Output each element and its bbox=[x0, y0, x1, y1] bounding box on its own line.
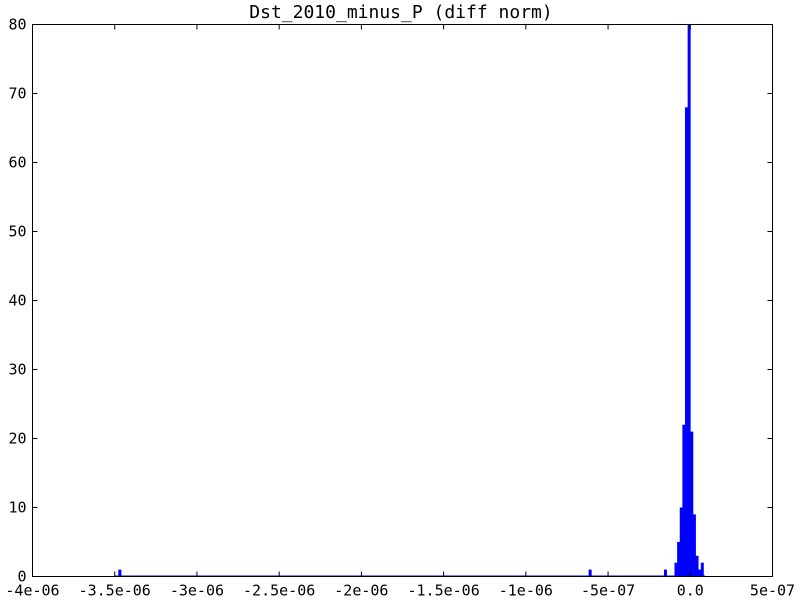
x-tick-label: -1e-06 bbox=[499, 582, 553, 600]
y-tick-label: 50 bbox=[8, 223, 26, 241]
x-tick-label: -4e-06 bbox=[5, 582, 59, 600]
histogram-bar bbox=[695, 555, 699, 577]
y-tick-label: 70 bbox=[8, 85, 26, 103]
x-axis-tick-labels: -4e-06 -3.5e-06 -3e-06 -2.5e-06 -2e-06 -1.5e-… bbox=[5, 582, 795, 600]
y-tick-label: 10 bbox=[8, 499, 26, 517]
histogram-bar bbox=[679, 507, 683, 577]
axis-ticks bbox=[32, 24, 773, 577]
histogram-bar bbox=[118, 569, 122, 577]
histogram-bar bbox=[692, 514, 696, 577]
histogram-bar bbox=[663, 569, 667, 577]
histogram-bars bbox=[118, 24, 704, 577]
x-tick-label: -3e-06 bbox=[170, 582, 224, 600]
chart-title: Dst_2010_minus_P (diff norm) bbox=[249, 2, 552, 23]
histogram-bar bbox=[690, 431, 694, 577]
y-tick-label: 40 bbox=[8, 292, 26, 310]
y-tick-label: 30 bbox=[8, 361, 26, 379]
x-tick-label: -5e-07 bbox=[581, 582, 635, 600]
histogram-bar bbox=[682, 424, 686, 577]
histogram-bar bbox=[687, 24, 691, 577]
x-tick-label: -1.5e-06 bbox=[407, 582, 479, 600]
x-tick-label: -2e-06 bbox=[334, 582, 388, 600]
y-tick-label: 0 bbox=[17, 568, 26, 586]
y-axis-tick-labels: 0 10 20 30 40 50 60 70 80 bbox=[8, 16, 26, 586]
x-tick-label: 0.0 bbox=[677, 582, 704, 600]
histogram-bar bbox=[700, 562, 704, 577]
y-tick-label: 20 bbox=[8, 430, 26, 448]
histogram-bar bbox=[674, 562, 678, 577]
x-tick-label: 5e-07 bbox=[750, 582, 795, 600]
histogram-bar bbox=[685, 107, 689, 577]
histogram-bar bbox=[588, 569, 592, 577]
y-tick-label: 80 bbox=[8, 16, 26, 34]
x-tick-label: -3.5e-06 bbox=[79, 582, 151, 600]
y-tick-label: 60 bbox=[8, 154, 26, 172]
histogram-bar bbox=[677, 542, 681, 577]
histogram-bar bbox=[698, 569, 702, 577]
x-tick-label: -2.5e-06 bbox=[243, 582, 315, 600]
